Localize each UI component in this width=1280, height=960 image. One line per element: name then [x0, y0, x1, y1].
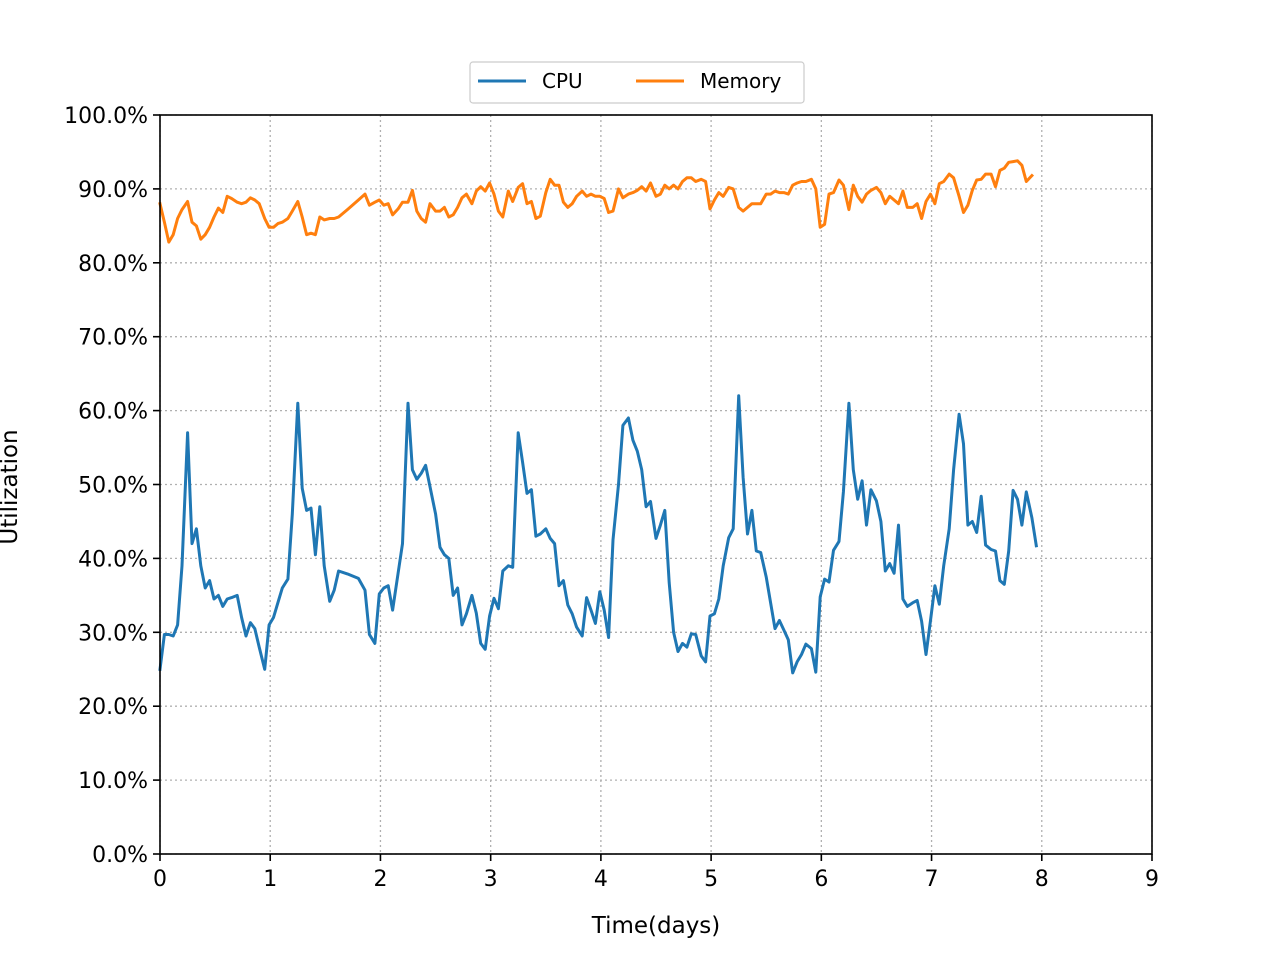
y-tick-label: 80.0%	[78, 252, 148, 277]
x-axis-ticks: 0 1 2 3 4 5 6 7 8 9	[153, 854, 1159, 892]
x-axis-label: Time(days)	[591, 913, 721, 939]
x-tick-label: 5	[704, 867, 718, 892]
series-lines	[158, 159, 1039, 675]
y-tick-label: 50.0%	[78, 474, 148, 499]
y-tick-label: 70.0%	[78, 326, 148, 351]
x-tick-label: 0	[153, 867, 167, 892]
y-axis-ticks: 0.0% 10.0% 20.0% 30.0% 40.0% 50.0% 60.0% 70.0% 8…	[64, 104, 160, 868]
y-tick-label: 90.0%	[78, 178, 148, 203]
x-tick-label: 6	[814, 867, 828, 892]
series-line-memory	[158, 159, 1035, 244]
x-tick-label: 1	[263, 867, 277, 892]
y-axis-label: Utilization	[0, 429, 23, 544]
x-tick-label: 9	[1145, 867, 1159, 892]
x-tick-label: 7	[925, 867, 939, 892]
y-tick-label: 0.0%	[92, 843, 148, 868]
x-tick-label: 4	[594, 867, 608, 892]
legend: CPU Memory	[469, 61, 805, 104]
x-tick-label: 2	[373, 867, 387, 892]
y-tick-label: 30.0%	[78, 621, 148, 646]
legend-label-memory: Memory	[700, 69, 782, 93]
x-tick-label: 3	[484, 867, 498, 892]
y-tick-label: 100.0%	[64, 104, 148, 129]
y-tick-label: 40.0%	[78, 547, 148, 572]
y-tick-label: 20.0%	[78, 695, 148, 720]
legend-label-cpu: CPU	[542, 69, 583, 93]
y-tick-label: 60.0%	[78, 400, 148, 425]
x-tick-label: 8	[1035, 867, 1049, 892]
y-tick-label: 10.0%	[78, 769, 148, 794]
series-line-cpu	[158, 394, 1039, 675]
